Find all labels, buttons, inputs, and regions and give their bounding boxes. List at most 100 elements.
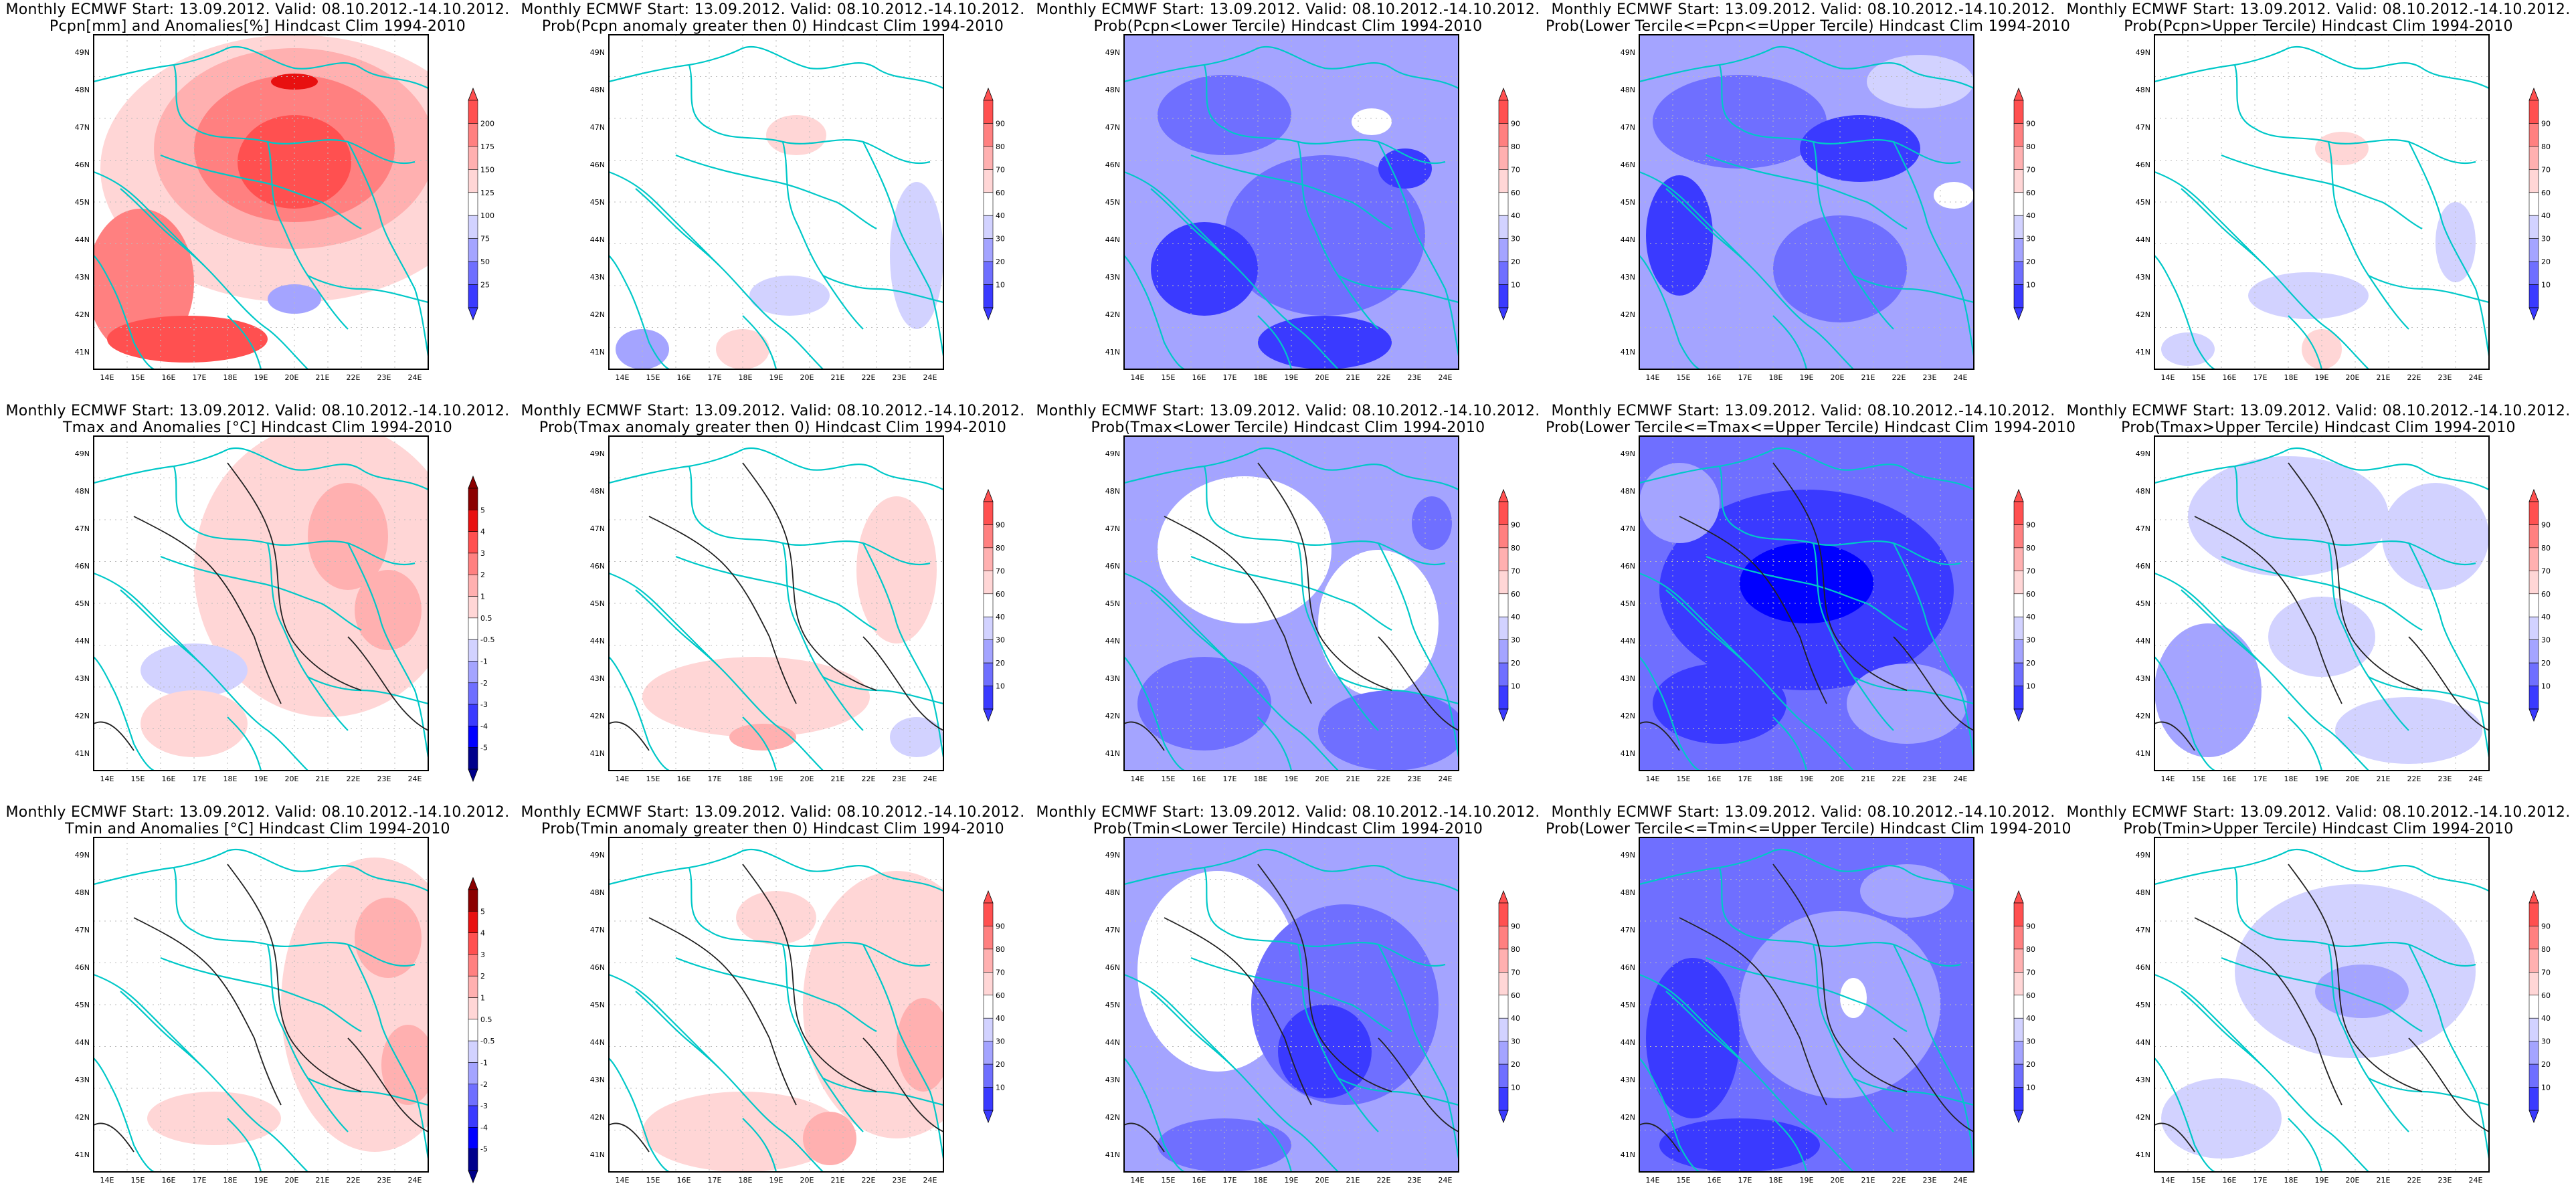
contour-line <box>1679 917 1827 1106</box>
colorbar-label: 90 <box>2541 119 2551 128</box>
lon-tick-label: 17E <box>708 1176 722 1185</box>
country-borders <box>1124 849 1459 1172</box>
colorbar-segment <box>2528 261 2539 285</box>
border-line <box>266 944 349 1132</box>
colorbar-segment <box>2013 616 2024 640</box>
border-line <box>2181 589 2266 668</box>
border-line <box>1124 849 1459 892</box>
lon-tick-label: 24E <box>923 1176 937 1185</box>
lat-tick-label: 45N <box>590 1001 605 1009</box>
lon-tick-label: 22E <box>862 775 876 783</box>
lon-tick-label: 15E <box>646 373 660 382</box>
lat-tick-label: 44N <box>1621 235 1635 244</box>
lon-tick-label: 18E <box>2284 1176 2298 1185</box>
colorbar-segment <box>2528 593 2539 617</box>
colorbar: 90 80 70 60 40 30 20 10 <box>983 488 1005 722</box>
lon-tick-label: 17E <box>1223 373 1237 382</box>
country-borders <box>94 46 428 369</box>
lon-tick-label: 17E <box>1738 775 1752 783</box>
colorbar-label: 10 <box>2026 281 2035 290</box>
lon-tick-label: 16E <box>1192 1176 1206 1185</box>
shaded-region <box>1800 115 1920 182</box>
lon-tick-label: 16E <box>1708 373 1722 382</box>
border-line <box>2154 447 2489 490</box>
shaded-region <box>2161 332 2215 366</box>
contour-line <box>2154 1122 2195 1152</box>
border-line <box>1639 973 1854 1172</box>
lon-tick-label: 18E <box>1254 373 1268 382</box>
lon-tick-label: 21E <box>316 1176 330 1185</box>
map-plot: 49N 48N 47N 46N 45N 44N 43N 42N 41N 14E 15E 16E 17E 1… <box>75 34 494 382</box>
border-line <box>2368 275 2489 304</box>
panel-title-variable: Prob(Tmin anomaly greater then 0) Hindca… <box>541 821 1004 837</box>
colorbar-segment <box>1498 1017 1509 1041</box>
shaded-region <box>355 570 422 650</box>
lat-tick-label: 42N <box>1621 310 1635 319</box>
lon-tick-label: 21E <box>831 775 845 783</box>
colorbar-segment <box>983 1041 994 1065</box>
shaded-region <box>381 1025 428 1105</box>
colorbar-top-arrow <box>1498 488 1509 502</box>
colorbar-label: 1 <box>480 593 485 601</box>
colorbar-segment <box>983 284 994 308</box>
lat-tick-label: 47N <box>2136 123 2150 132</box>
colorbar-segment <box>1498 146 1509 170</box>
colorbar: 90 80 70 60 40 30 20 10 <box>1498 488 1520 722</box>
lon-tick-label: 16E <box>2223 1176 2237 1185</box>
border-line <box>1124 656 1185 771</box>
colorbar-segment <box>983 686 994 710</box>
shaded-region <box>1934 182 1974 209</box>
lon-tick-label: 16E <box>677 1176 691 1185</box>
lat-tick-label: 41N <box>590 749 605 758</box>
colorbar-bottom-arrow <box>983 307 994 321</box>
border-line <box>862 542 943 758</box>
lat-tick-label: 49N <box>2136 48 2150 57</box>
colorbar-segment <box>983 547 994 571</box>
border-line <box>1665 991 1750 1069</box>
contour-line <box>862 636 943 731</box>
lat-tick-label: 47N <box>2136 926 2150 934</box>
lat-tick-label: 45N <box>590 599 605 608</box>
colorbar-segment <box>2528 662 2539 686</box>
colorbar-label: 80 <box>1511 142 1520 151</box>
map-panel: Monthly ECMWF Start: 13.09.2012. Valid: … <box>0 401 515 803</box>
border-line <box>307 1078 428 1106</box>
lat-tick-label: 43N <box>75 1076 90 1084</box>
lat-tick-label: 46N <box>1105 161 1120 169</box>
border-line <box>1893 141 1974 357</box>
lon-tick-label: 14E <box>100 775 114 783</box>
lon-tick-label: 14E <box>616 775 630 783</box>
map-frame <box>608 435 944 771</box>
panel-title: Monthly ECMWF Start: 13.09.2012. Valid: … <box>2061 403 2576 436</box>
lat-tick-label: 48N <box>75 86 90 94</box>
lon-tick-label: 15E <box>1677 775 1691 783</box>
border-line <box>94 572 308 771</box>
colorbar-segment <box>1498 571 1509 595</box>
country-borders <box>609 46 943 369</box>
lon-tick-label: 16E <box>2223 775 2237 783</box>
colorbar-segment <box>1498 501 1509 525</box>
map-frame <box>1639 34 1974 370</box>
colorbar-segment <box>2013 261 2024 285</box>
colorbar-segment <box>1498 1064 1509 1088</box>
lat-tick-label: 44N <box>1621 637 1635 645</box>
lon-tick-label: 24E <box>1954 775 1968 783</box>
border-line <box>2154 255 2215 369</box>
colorbar-label: 60 <box>2026 189 2035 197</box>
colorbar-label: 20 <box>2026 659 2035 668</box>
map-panel: Monthly ECMWF Start: 13.09.2012. Valid: … <box>0 0 515 401</box>
lon-tick-label: 14E <box>2161 1176 2175 1185</box>
shaded-region <box>1773 215 1907 322</box>
lon-tick-label: 22E <box>2407 1176 2421 1185</box>
panel-title-header: Monthly ECMWF Start: 13.09.2012. Valid: … <box>1551 1 2055 18</box>
graticule <box>2154 837 2489 1172</box>
colorbar-label: 90 <box>2541 922 2551 930</box>
lon-tick-label: 16E <box>1708 1176 1722 1185</box>
colorbar-bottom-arrow <box>2013 1110 2024 1124</box>
colorbar-bottom-arrow <box>468 1170 478 1184</box>
colorbar-label: 90 <box>1511 119 1520 128</box>
colorbar-label: 4 <box>480 528 485 536</box>
panel-title-header: Monthly ECMWF Start: 13.09.2012. Valid: … <box>1036 403 1540 419</box>
colorbar-segment <box>983 662 994 686</box>
colorbar-segment <box>468 1019 478 1041</box>
